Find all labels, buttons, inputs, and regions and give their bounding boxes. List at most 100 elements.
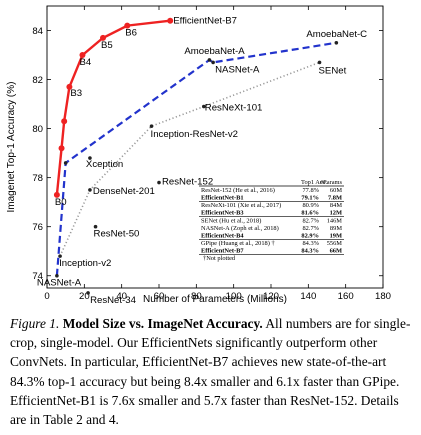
table-cell-model: EfficientNet-B3 <box>201 210 244 217</box>
x-tick-label: 80 <box>191 291 202 302</box>
plot-frame <box>46 5 384 289</box>
table-cell-acc: 80.9% <box>302 202 319 209</box>
point-label: AmoebaNet-C <box>306 29 367 40</box>
model-point <box>55 273 59 278</box>
y-tick-label: 82 <box>32 75 43 86</box>
point-labels: B0 B3 B4 B5 B6 EfficientNet-B7 NASNet-A AmoebaN… <box>37 16 367 306</box>
model-point <box>63 161 68 165</box>
table-cell-acc: 82.9% <box>301 232 319 239</box>
caption-body: All numbers are for single-crop, single-… <box>10 316 411 428</box>
model-point <box>93 224 98 229</box>
table-cell-params: 19M <box>330 232 342 239</box>
table-cell-params: 89M <box>330 225 342 232</box>
model-point <box>88 188 92 192</box>
table-cell-model: SENet (Hu et al., 2018) <box>201 217 261 224</box>
x-tick-label: 100 <box>226 291 242 302</box>
model-point <box>86 291 90 295</box>
table-cell-params: 60M <box>330 187 342 194</box>
model-point <box>211 60 215 65</box>
model-point <box>58 254 62 258</box>
point-label: SENet <box>319 65 347 76</box>
point-label: NASNet-A <box>37 278 82 289</box>
series-line-0 <box>55 19 171 195</box>
efficientnet-point <box>66 83 73 90</box>
table-cell-model: EfficientNet-B7 <box>201 247 244 254</box>
point-label: DenseNet-201 <box>93 186 155 197</box>
y-tick-label: 78 <box>32 173 43 184</box>
table-cell-acc: 81.6% <box>301 210 319 217</box>
point-label: NASNet-A <box>215 64 260 75</box>
efficientnet-point <box>53 191 60 198</box>
x-tick-label: 60 <box>154 291 165 302</box>
table-cell-model: NASNet-A (Zoph et al., 2018) <box>201 225 279 232</box>
table-cell-model: ResNet-152 (He et al., 2016) <box>201 187 275 194</box>
series-layer <box>53 17 339 295</box>
efficientnet-point <box>124 22 131 29</box>
table-cell-model: EfficientNet-B4 <box>201 232 244 239</box>
figure-caption: Figure 1. Model Size vs. ImageNet Accura… <box>10 314 412 429</box>
table-cell-params: 66M <box>330 247 342 254</box>
point-label: Xception <box>86 159 123 170</box>
caption-title: Model Size vs. ImageNet Accuracy. <box>62 316 263 331</box>
caption-lead: Figure 1. <box>10 316 60 331</box>
table-cell-params: 7.8M <box>328 195 342 202</box>
table-cell-acc: 84.3% <box>301 247 319 254</box>
table-footnote: †Not plotted <box>203 255 236 262</box>
table-cell-model: ResNeXt-101 (Xie et al., 2017) <box>201 202 281 209</box>
x-tick-label: 120 <box>263 291 279 302</box>
table-cell-acc: 82.7% <box>302 217 319 224</box>
table-cell-acc: 82.7% <box>302 225 319 232</box>
table-cell-params: 146M <box>327 217 343 224</box>
point-label: ResNet-50 <box>94 229 140 240</box>
model-point <box>149 124 154 128</box>
model-point <box>334 40 339 45</box>
y-tick-label: 84 <box>32 26 43 37</box>
x-tick-label: 160 <box>338 291 354 302</box>
table-header-params: #Params <box>320 179 343 186</box>
point-label: B3 <box>70 88 82 99</box>
y-axis-title: Imagenet Top-1 Accuracy (%) <box>6 82 17 213</box>
table-header-acc: Top1 Acc. <box>301 179 328 186</box>
point-label: ResNet-34 <box>90 295 137 306</box>
point-label: ResNet-152 <box>162 177 213 188</box>
table-cell-params: 84M <box>330 202 342 209</box>
y-tick-label: 76 <box>32 222 43 233</box>
x-axis-title: Number of Parameters (Millions) <box>143 294 287 305</box>
point-label: Inception-ResNet-v2 <box>151 129 238 140</box>
point-label: B6 <box>125 28 137 39</box>
point-label: B0 <box>55 197 67 208</box>
point-label: Inception-v2 <box>59 258 111 269</box>
efficientnet-point <box>61 118 68 125</box>
efficientnet-point <box>58 145 65 152</box>
table-cell-params: 12M <box>330 210 342 217</box>
axes: 0 20 40 60 80 100 120 140 160 180 74 76 78 80 82 84 <box>32 6 391 302</box>
x-tick-label: 40 <box>116 291 127 302</box>
model-point <box>88 156 92 160</box>
y-tick-label: 74 <box>32 271 43 282</box>
table-cell-acc: 84.3% <box>302 240 319 247</box>
table-cell-model: GPipe (Huang et al., 2018) † <box>201 240 275 247</box>
comparison-table: Top1 Acc.#Params ResNet-152 (He et al., 2… <box>199 179 344 262</box>
point-label: EfficientNet-B7 <box>173 16 237 27</box>
table-cell-acc: 77.8% <box>302 187 319 194</box>
table-cell-params: 556M <box>327 240 343 247</box>
table-cell-acc: 79.1% <box>301 195 319 202</box>
point-label: ResNeXt-101 <box>205 103 263 114</box>
model-point <box>317 60 322 65</box>
efficientnet-point <box>100 34 106 41</box>
x-tick-label: 140 <box>300 291 316 302</box>
x-tick-label: 20 <box>79 291 90 302</box>
point-label: AmoebaNet-A <box>184 46 245 57</box>
y-tick-label: 80 <box>32 124 43 135</box>
model-point <box>207 58 212 62</box>
table-cell-model: EfficientNet-B1 <box>201 195 244 202</box>
efficientnet-point <box>79 52 86 59</box>
model-point <box>202 104 206 109</box>
point-label: B4 <box>79 57 91 68</box>
point-label: B5 <box>101 40 113 51</box>
x-tick-label: 180 <box>375 291 391 302</box>
efficientnet-point <box>167 17 174 24</box>
x-tick-label: 0 <box>44 291 49 302</box>
model-point <box>157 180 161 185</box>
